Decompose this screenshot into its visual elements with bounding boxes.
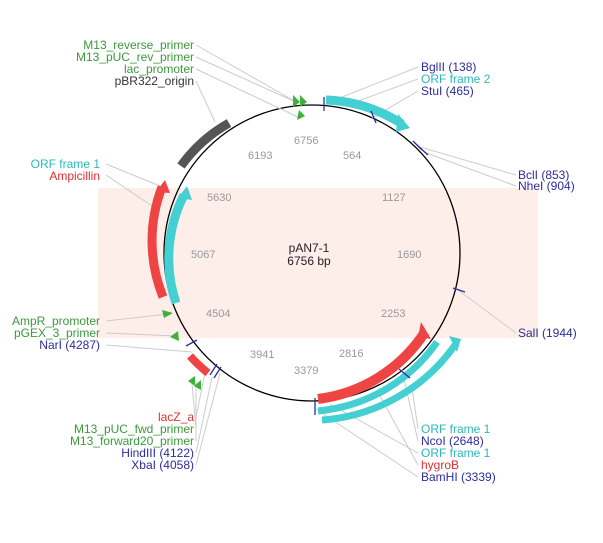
label-bcli[interactable]: BclI (853) [518,168,569,182]
orf-frame1-bottom-arrowhead [449,336,461,352]
hygrob-arrowhead [418,322,431,339]
tick-label-2253: 2253 [381,308,405,320]
label-xbai[interactable]: XbaI (4058) [131,458,194,472]
tick-label-4504: 4504 [206,308,230,320]
label-orf-frame1-bottom-a[interactable]: ORF frame 1 [421,422,491,436]
tick-label-6756: 6756 [294,135,318,147]
labels-top-right: BglII (138) ORF frame 2 StuI (465) [421,60,491,98]
ampicillin-arrowhead [156,180,170,193]
label-hygrob[interactable]: hygroB [421,458,459,472]
label-lacza[interactable]: lacZ_a [158,410,194,424]
ncoi-tick [398,368,411,379]
nhei-tick [417,145,429,156]
tick-label-3941: 3941 [250,349,274,361]
labels-bottom-right: ORF frame 1 NcoI (2648) ORF frame 1 hygr… [421,422,496,484]
tick-label-5067: 5067 [191,249,215,261]
orf-frame2-arrowhead [396,114,410,132]
label-bglii[interactable]: BglII (138) [421,60,476,74]
lacza-feature[interactable] [187,353,211,377]
tick-label-5630: 5630 [207,192,231,204]
labels-left-mid: ORF frame 1 Ampicillin [31,157,101,183]
label-m13-forward20-primer[interactable]: M13_forward20_primer [70,434,194,448]
label-pbr322-origin[interactable]: pBR322_origin [115,74,194,88]
label-m13-reverse-primer[interactable]: M13_reverse_primer [83,38,194,52]
tick-label-1127: 1127 [382,192,406,204]
orf-frame1-bottom-b-feature[interactable] [321,342,458,424]
label-pgex3-primer[interactable]: pGEX_3_primer [14,326,100,340]
pgex3-primer-arrow[interactable] [170,331,179,341]
ampicillin-feature[interactable] [147,185,168,299]
xbai-tick [213,366,222,379]
nari-tick [185,339,198,347]
primer-markers [162,95,307,390]
label-ampr-promoter[interactable]: AmpR_promoter [12,314,100,328]
orf-frame1-left-arrowhead [178,186,192,200]
label-bamhi[interactable]: BamHI (3339) [421,470,496,484]
label-hindiii[interactable]: HindIII (4122) [121,446,194,460]
label-nari[interactable]: NarI (4287) [39,338,100,352]
m13-puc-fwd-primer-arrow[interactable] [188,376,195,386]
lac-promoter-arrow[interactable] [297,110,305,120]
orf-frame2-feature[interactable] [325,95,405,128]
orf-frame1-bottom-a-feature[interactable] [317,339,440,415]
label-stui[interactable]: StuI (465) [421,84,474,98]
stui-tick [370,110,377,124]
label-ncoi[interactable]: NcoI (2648) [421,434,484,448]
tick-label-2816: 2816 [339,348,363,360]
label-m13-puc-rev-primer[interactable]: M13_pUC_rev_primer [76,50,194,64]
tick-label-3379: 3379 [294,365,318,377]
enzyme-ticks [185,97,466,415]
plasmid-size: 6756 bp [287,254,331,268]
tick-label-564: 564 [343,150,361,162]
labels-bottom-left: lacZ_a M13_pUC_fwd_primer M13_forward20_… [70,410,194,472]
label-nhei[interactable]: NheI (904) [518,179,575,193]
label-ampicillin[interactable]: Ampicillin [49,169,100,183]
sali-tick [452,287,466,293]
labels-left-low: AmpR_promoter pGEX_3_primer NarI (4287) [12,314,100,352]
ampr-promoter-arrow[interactable] [162,310,173,318]
plasmid-name: pAN7-1 [289,241,330,255]
label-orf-frame2[interactable]: ORF frame 2 [421,72,491,86]
label-sali[interactable]: SalI (1944) [518,326,577,340]
labels-right: BclI (853) NheI (904) SalI (1944) [518,168,577,340]
backbone-circle [163,104,461,402]
orf-frame1-left-feature[interactable] [164,192,189,305]
label-orf-frame1-left[interactable]: ORF frame 1 [31,157,101,171]
origin-feature[interactable] [177,119,232,169]
hindiii-tick [209,363,218,376]
m13-puc-rev-primer-arrow[interactable] [300,95,307,107]
tick-label-6193: 6193 [248,150,272,162]
coordinate-labels: 6756 564 1127 1690 2253 2816 3379 3941 4… [191,135,421,377]
hygrob-feature[interactable] [317,329,430,404]
label-m13-puc-fwd-primer[interactable]: M13_pUC_fwd_primer [74,422,194,436]
label-lac-promoter[interactable]: lac_promoter [124,62,194,76]
m13-forward20-primer-arrow[interactable] [194,380,201,390]
label-orf-frame1-bottom-b[interactable]: ORF frame 1 [421,446,491,460]
m13-reverse-primer-arrow[interactable] [293,95,300,107]
tick-label-1690: 1690 [397,249,421,261]
labels-top-left: M13_reverse_primer M13_pUC_rev_primer la… [76,38,194,88]
